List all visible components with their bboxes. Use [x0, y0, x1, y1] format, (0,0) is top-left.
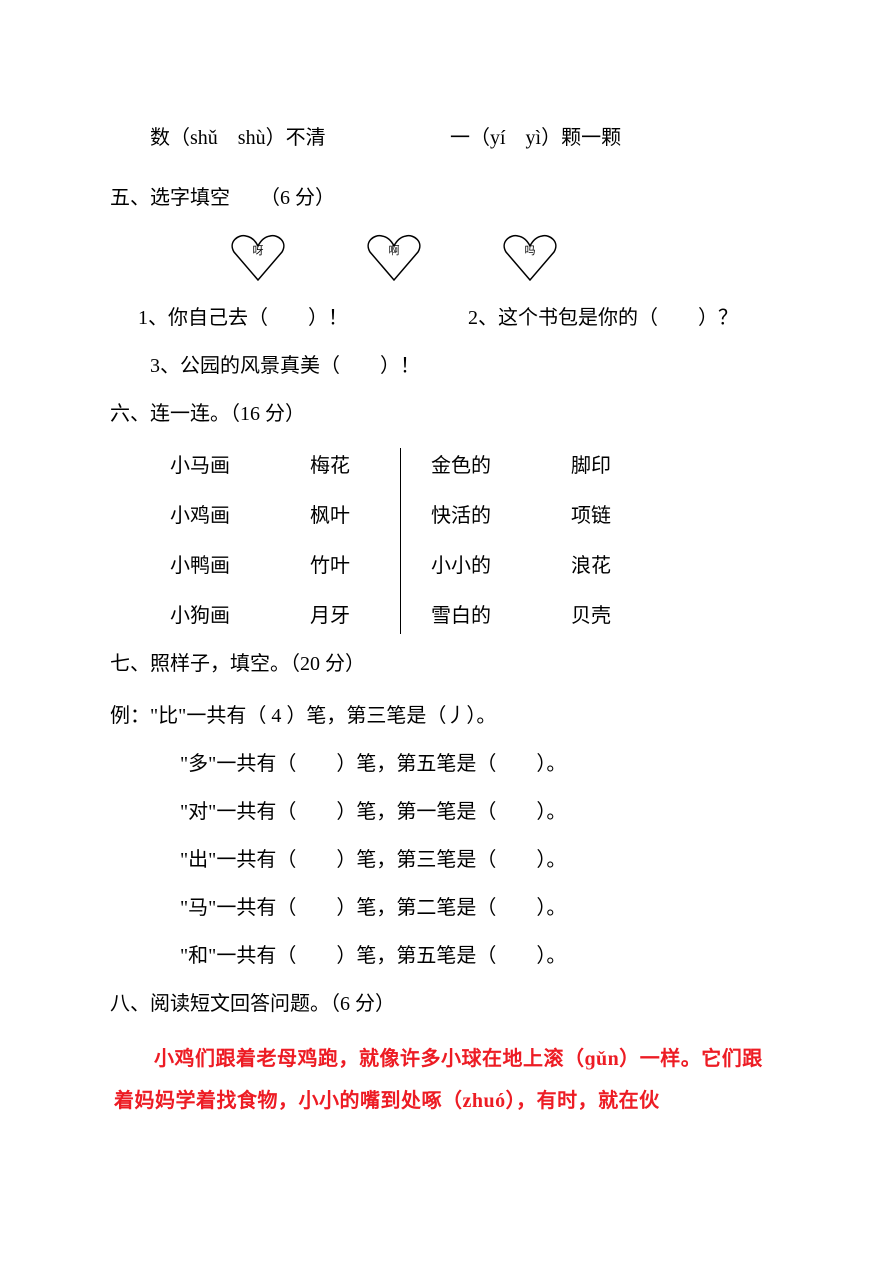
- match-divider: [400, 448, 401, 634]
- stroke-line-4: "和"一共有（ ）笔，第五笔是（ ）。: [110, 938, 782, 974]
- section-5-header: 五、选字填空 （6 分）: [110, 180, 782, 216]
- match-right-b-2: 浪花: [571, 548, 661, 584]
- heart-label-3: 吗: [502, 242, 558, 262]
- match-left-a-1: 小鸡画: [170, 498, 310, 534]
- fill-blank-q1: 1、你自己去（ ）！: [138, 300, 468, 336]
- pinyin-item-yi: 一（yí yì）颗一颗: [450, 120, 621, 156]
- section-6-header: 六、连一连。（16 分）: [110, 396, 782, 432]
- match-right-a-3: 雪白的: [431, 598, 571, 634]
- heart-option-3: 吗: [502, 232, 558, 282]
- pinyin-item-shu: 数（shǔ shù）不清: [150, 120, 450, 156]
- stroke-line-2: "出"一共有（ ）笔，第三笔是（ ）。: [110, 842, 782, 878]
- match-left-b-3: 月牙: [310, 598, 400, 634]
- stroke-line-3: "马"一共有（ ）笔，第二笔是（ ）。: [110, 890, 782, 926]
- heart-option-1: 呀: [230, 232, 286, 282]
- match-right-b-0: 脚印: [571, 448, 661, 484]
- fill-blank-q3: 3、公园的风景真美（ ）！: [110, 348, 782, 384]
- stroke-line-1: "对"一共有（ ）笔，第一笔是（ ）。: [110, 794, 782, 830]
- match-right-a-2: 小小的: [431, 548, 571, 584]
- match-right-b-3: 贝壳: [571, 598, 661, 634]
- match-right-b-1: 项链: [571, 498, 661, 534]
- stroke-line-0: "多"一共有（ ）笔，第五笔是（ ）。: [110, 746, 782, 782]
- match-right-a-0: 金色的: [431, 448, 571, 484]
- fill-blank-q2: 2、这个书包是你的（ ）？: [468, 300, 738, 336]
- match-left-b-1: 枫叶: [310, 498, 400, 534]
- heart-option-2: 啊: [366, 232, 422, 282]
- match-right-a-1: 快活的: [431, 498, 571, 534]
- match-left-a-2: 小鸭画: [170, 548, 310, 584]
- heart-label-1: 呀: [230, 242, 286, 262]
- section-7-example: 例："比"一共有（ 4 ）笔，第三笔是（丿）。: [110, 698, 782, 734]
- heart-label-2: 啊: [366, 242, 422, 262]
- match-left-b-0: 梅花: [310, 448, 400, 484]
- match-left-a-3: 小狗画: [170, 598, 310, 634]
- match-left-b-2: 竹叶: [310, 548, 400, 584]
- match-left-a-0: 小马画: [170, 448, 310, 484]
- match-container: 小马画 小鸡画 小鸭画 小狗画 梅花 枫叶 竹叶 月牙 金色的 快活的 小小的 …: [110, 448, 782, 634]
- section-7-header: 七、照样子，填空。（20 分）: [110, 646, 782, 682]
- section-8-header: 八、阅读短文回答问题。（6 分）: [110, 986, 782, 1022]
- hearts-row: 呀 啊 吗: [110, 232, 782, 282]
- reading-passage: 小鸡们跟着老母鸡跑，就像许多小球在地上滚（ɡǔn）一样。它们跟着妈妈学着找食物，…: [110, 1038, 782, 1122]
